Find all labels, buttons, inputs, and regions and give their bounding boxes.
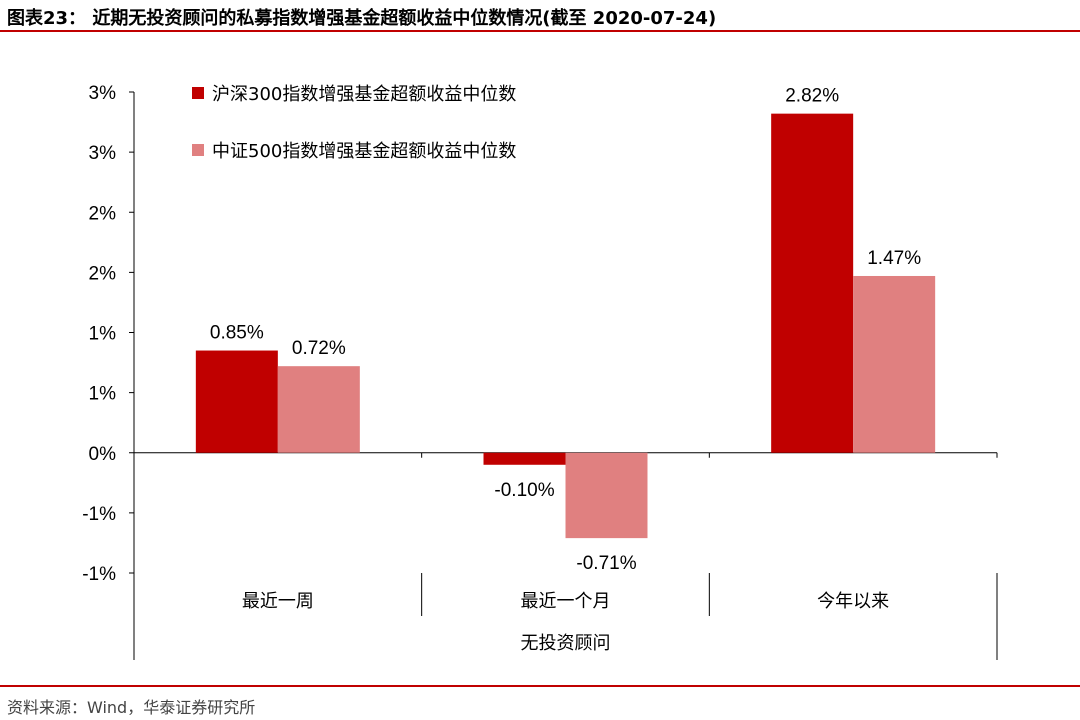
legend-swatch	[192, 144, 204, 156]
y-tick-label: 0%	[89, 444, 117, 465]
y-tick-label: 1%	[89, 384, 117, 405]
y-tick-label: -1%	[82, 504, 116, 525]
x-category-label: 最近一个月	[521, 591, 611, 612]
y-tick-label: -1%	[82, 564, 116, 585]
x-category-label: 最近一周	[242, 591, 314, 612]
data-label: 0.72%	[292, 338, 346, 359]
data-label: 1.47%	[867, 248, 921, 269]
legend-label: 中证500指数增强基金超额收益中位数	[212, 141, 516, 162]
bar	[771, 113, 854, 453]
legend-swatch	[192, 87, 204, 99]
data-label: -0.71%	[576, 553, 636, 574]
chart-title: 图表23： 近期无投资顾问的私募指数增强基金超额收益中位数情况(截至 2020-…	[7, 8, 717, 29]
data-label: -0.10%	[494, 480, 554, 501]
source-note: 资料来源：Wind，华泰证券研究所	[7, 698, 256, 717]
x-group-label: 无投资顾问	[521, 633, 611, 654]
source-divider	[0, 685, 1080, 687]
y-tick-label: 3%	[89, 143, 117, 164]
x-category-label: 今年以来	[817, 591, 889, 612]
data-label: 2.82%	[785, 86, 839, 107]
data-label: 0.85%	[210, 323, 264, 344]
y-tick-label: 2%	[89, 203, 117, 224]
bar	[853, 275, 936, 453]
bar-chart: 3% 3% 2% 2% 1% 1% 0% -1% -1% 0.85% -0.10% 2.82% 0.72…	[82, 83, 998, 660]
y-tick-label: 1%	[89, 324, 117, 345]
y-tick-label: 3%	[89, 83, 117, 104]
bar	[277, 366, 360, 453]
y-tick-label: 2%	[89, 263, 117, 284]
bar	[565, 452, 648, 539]
title-divider	[0, 30, 1080, 32]
bar	[195, 350, 278, 453]
legend-label: 沪深300指数增强基金超额收益中位数	[212, 84, 516, 105]
bar	[483, 452, 566, 465]
